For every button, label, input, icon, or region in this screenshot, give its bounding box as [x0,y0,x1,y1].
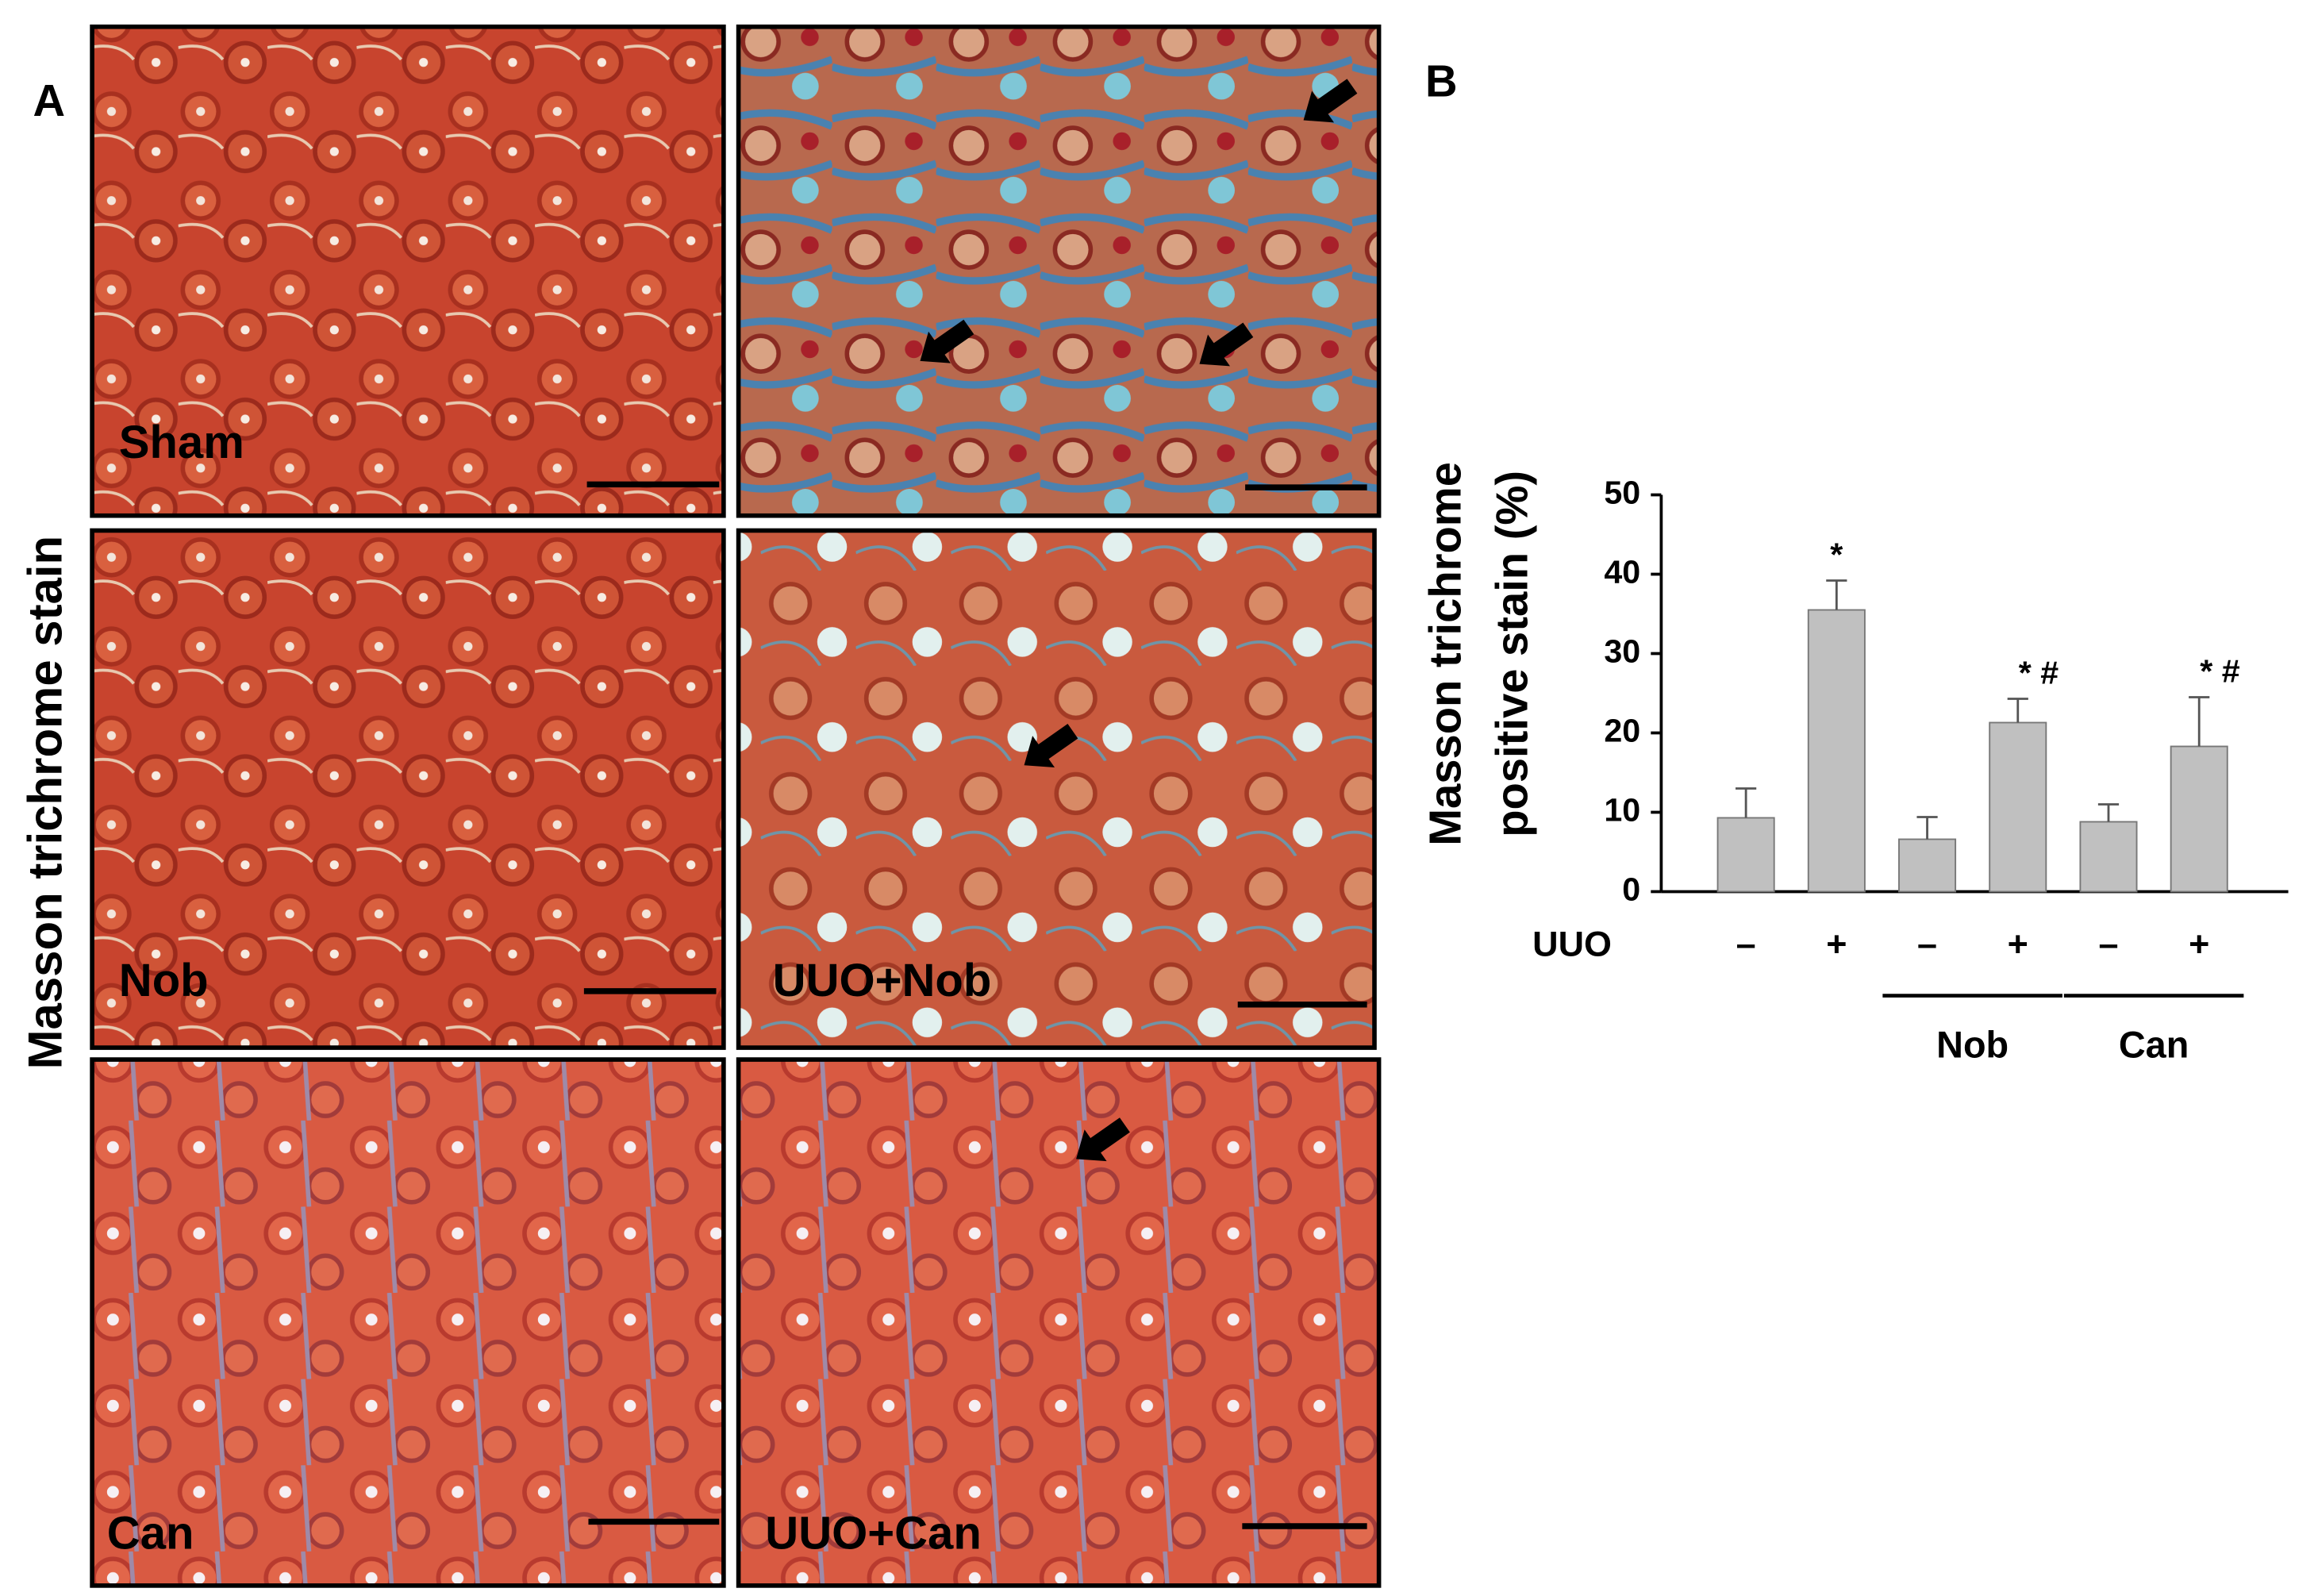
significance-mark: * # [2019,654,2059,690]
y-tick-label: 40 [1604,553,1640,590]
micrograph-label: Sham [119,417,244,468]
error-bar [2097,803,2120,822]
micrograph [736,528,1377,1050]
significance-mark: * # [2200,652,2239,689]
group-label: Can [2119,1024,2189,1065]
micrograph-label: Nob [119,955,209,1006]
panel-letter: B [1425,56,1458,106]
micrograph [90,24,726,518]
bar [1898,838,1957,893]
x-tick-label: + [1826,924,1847,964]
micrograph-label: UUO+Nob [773,955,992,1006]
significance-mark: * [1830,536,1843,572]
error-bar [2007,698,2028,723]
bar [1716,817,1775,893]
y-axis-title: Masson trichrome [1420,462,1470,846]
error-bar [1826,579,1847,610]
bar [2079,821,2138,893]
group-label: Nob [1936,1024,2009,1065]
micrograph [90,528,726,1050]
y-axis-title: positive stain (%) [1487,471,1537,837]
bar-chart: 0 10 20 30 40 50 Masson trichrome positive stai… [1420,462,2289,1065]
panel-letter: A [33,75,66,125]
error-bar [1736,787,1757,818]
bar [1989,721,2047,893]
bar [2170,745,2228,893]
x-tick-label: – [1736,924,1756,964]
scale-bars [583,481,1367,1529]
panel-a-ylabel: Masson trichrome stain [19,536,72,1069]
x-tick-label: – [2098,924,2118,964]
y-tick-label: 30 [1604,633,1640,669]
y-tick-label: 10 [1604,791,1640,828]
micrograph-labels: Sham Nob UUO+Nob Can UUO+Can [107,417,992,1559]
bar [1807,609,1866,893]
micrograph-label: Can [107,1507,194,1559]
x-tick-label: – [1917,924,1937,964]
y-tick-label: 0 [1622,871,1640,907]
micrograph [90,1057,726,1588]
y-tick-label: 20 [1604,712,1640,748]
micrograph [736,1057,1382,1588]
x-row-label: UUO [1532,924,1612,964]
micrograph-label: UUO+Can [765,1507,981,1559]
micrograph [736,24,1382,518]
y-tick-label: 50 [1604,474,1640,510]
arrows [920,79,1358,1162]
x-tick-label: + [2189,924,2209,964]
error-bar [2189,696,2210,747]
micrographs [90,24,1382,1588]
x-tick-label: + [2008,924,2028,964]
error-bar [1916,816,1938,840]
